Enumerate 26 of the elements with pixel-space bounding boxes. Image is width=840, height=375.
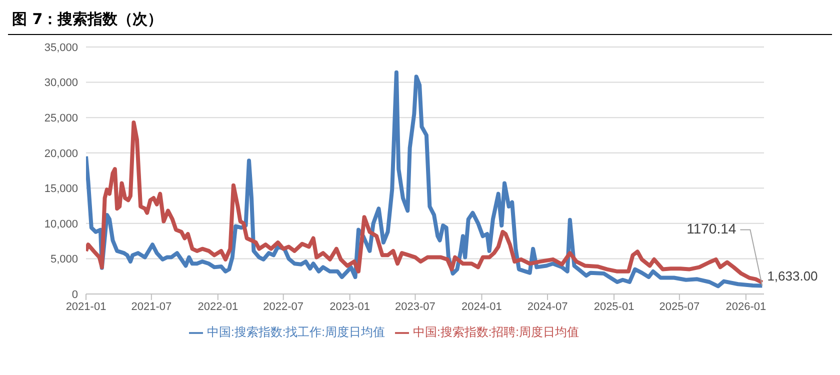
data-label: 1170.14 — [686, 220, 736, 237]
legend-label: 中国:搜索指数:招聘:周度日均值 — [413, 325, 580, 339]
y-tick-label: 20,000 — [44, 148, 78, 160]
x-tick-label: 2024-07 — [527, 300, 568, 313]
x-tick-label: 2024-01 — [462, 300, 502, 313]
x-tick-label: 2023-07 — [395, 300, 436, 313]
x-tick-label: 2023-01 — [330, 300, 370, 313]
y-tick-label: 30,000 — [44, 77, 78, 90]
y-tick-label: 0 — [72, 288, 78, 301]
x-tick-label: 2026-01 — [726, 300, 766, 313]
legend-label: 中国:搜索指数:找工作:周度日均值 — [206, 325, 385, 339]
y-tick-label: 5,000 — [50, 254, 78, 266]
line-series — [86, 70, 764, 288]
y-tick-label: 25,000 — [44, 112, 78, 124]
data-label: 1,633.00 — [767, 268, 818, 284]
y-tick-label: 10,000 — [44, 218, 78, 230]
x-tick-label: 2025-07 — [659, 300, 700, 313]
x-tick-label: 2025-01 — [594, 300, 634, 313]
x-tick-label: 2021-01 — [66, 300, 106, 313]
y-tick-label: 15,000 — [44, 183, 78, 196]
x-tick-label: 2022-01 — [198, 300, 238, 313]
line-series — [86, 120, 764, 284]
y-tick-label: 35,000 — [44, 42, 78, 54]
x-tick-label: 2022-07 — [263, 300, 304, 313]
chart-title: 图 7：搜索指数（次） — [8, 8, 832, 35]
x-tick-label: 2021-07 — [131, 300, 172, 313]
